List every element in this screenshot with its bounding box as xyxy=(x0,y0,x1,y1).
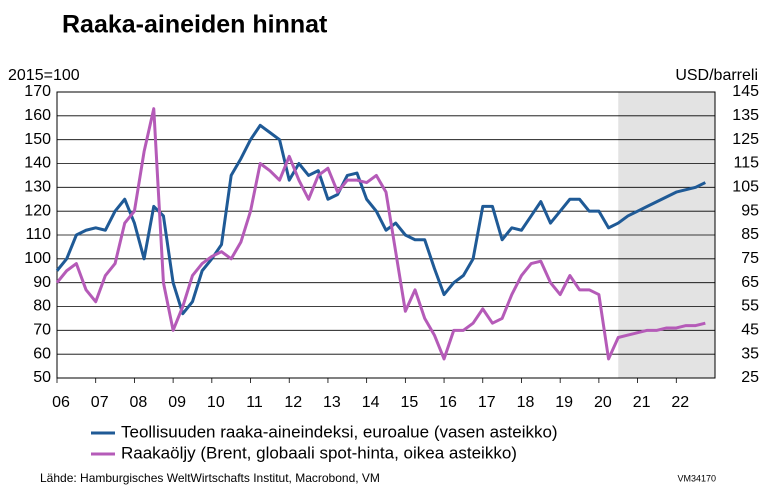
y-tick-label: 60 xyxy=(33,345,51,362)
y-tick-label: 70 xyxy=(33,322,51,339)
y-tick-label: 130 xyxy=(24,179,51,196)
y2-tick-label: 135 xyxy=(732,107,759,124)
x-tick-label: 22 xyxy=(671,394,689,411)
y2-tick-label: 25 xyxy=(741,369,759,386)
y2-tick-label: 145 xyxy=(732,83,759,100)
x-tick-label: 14 xyxy=(362,394,380,411)
x-tick-label: 08 xyxy=(130,394,148,411)
y2-tick-label: 65 xyxy=(741,274,759,291)
y-tick-label: 100 xyxy=(24,250,51,267)
y-tick-label: 120 xyxy=(24,202,51,219)
y-tick-label: 50 xyxy=(33,369,51,386)
x-tick-label: 21 xyxy=(633,394,651,411)
source: Lähde: Hamburgisches WeltWirtschafts Ins… xyxy=(40,471,380,485)
y2-tick-label: 35 xyxy=(741,345,759,362)
x-tick-label: 18 xyxy=(517,394,535,411)
y2-tick-label: 85 xyxy=(741,226,759,243)
y-axis-label: 2015=100 xyxy=(8,67,80,84)
x-tick-label: 13 xyxy=(323,394,341,411)
y-tick-label: 110 xyxy=(25,226,51,243)
x-tick-label: 19 xyxy=(555,394,573,411)
x-tick-label: 12 xyxy=(284,394,302,411)
y2-tick-label: 115 xyxy=(733,155,759,172)
chart-title: Raaka-aineiden hinnat xyxy=(62,11,328,39)
y2-tick-label: 45 xyxy=(741,322,759,339)
y-tick-label: 160 xyxy=(24,107,51,124)
series-line xyxy=(55,107,706,361)
x-tick-label: 10 xyxy=(207,394,225,411)
y2-tick-label: 95 xyxy=(741,202,759,219)
plot-border xyxy=(56,91,716,379)
x-tick-label: 06 xyxy=(52,394,70,411)
y-tick-label: 140 xyxy=(24,155,51,172)
y2-tick-label: 125 xyxy=(732,131,759,148)
series-line xyxy=(55,123,706,316)
y2-tick-label: 75 xyxy=(741,250,759,267)
x-tick-label: 11 xyxy=(246,394,263,411)
y2-tick-label: 105 xyxy=(732,179,759,196)
x-tick-label: 09 xyxy=(168,394,186,411)
y-tick-label: 90 xyxy=(33,274,51,291)
legend-label: Teollisuuden raaka-aineindeksi, euroalue… xyxy=(121,422,558,441)
y2-tick-label: 55 xyxy=(741,298,759,315)
y2-axis-label: USD/barreli xyxy=(675,67,758,84)
y-tick-label: 150 xyxy=(24,131,51,148)
x-tick-label: 20 xyxy=(594,394,612,411)
y-tick-label: 170 xyxy=(24,83,51,100)
legend-label: Raakaöljy (Brent, globaali spot-hinta, o… xyxy=(121,443,517,462)
code: VM34170 xyxy=(677,473,716,483)
x-tick-label: 17 xyxy=(478,394,496,411)
y-tick-label: 80 xyxy=(33,298,51,315)
x-tick-label: 07 xyxy=(91,394,109,411)
x-tick-label: 15 xyxy=(400,394,418,411)
x-tick-label: 16 xyxy=(439,394,457,411)
